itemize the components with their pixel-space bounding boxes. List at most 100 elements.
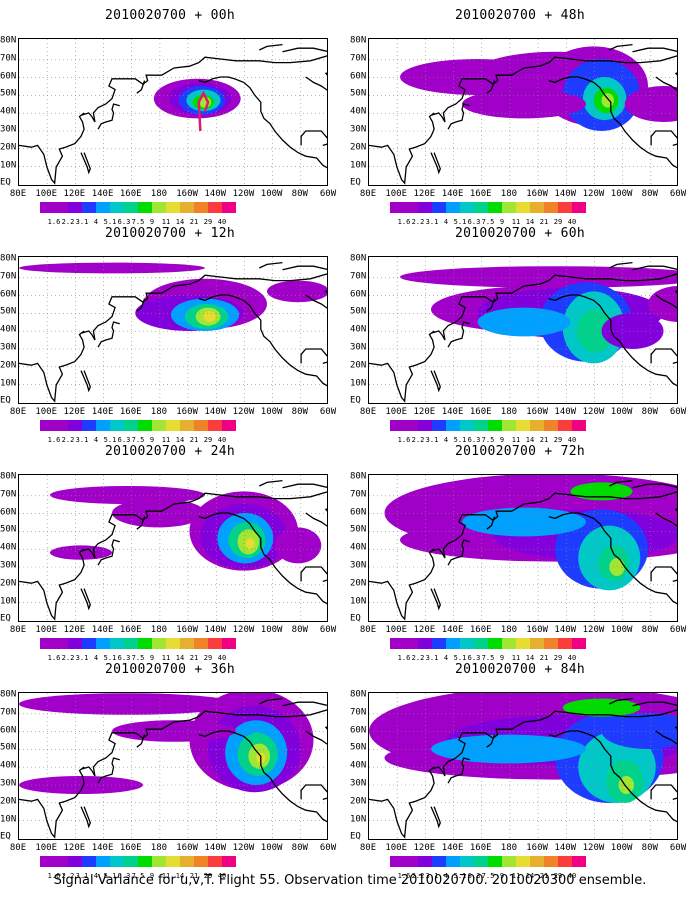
- colorbar-swatch: [68, 856, 82, 867]
- colorbar-swatch: [516, 638, 530, 649]
- coastline: [608, 43, 633, 51]
- colorbar-swatch: [390, 420, 404, 431]
- colorbar-swatch: [110, 856, 124, 867]
- coastline: [198, 491, 327, 500]
- colorbar-label: 6.3: [467, 872, 481, 880]
- colorbar-label: 40: [217, 436, 227, 444]
- lon-tick-label: 100W: [260, 625, 283, 635]
- variance-contour: [274, 527, 322, 564]
- colorbar-label: 1.6: [397, 436, 411, 444]
- colorbar-swatch: [208, 202, 222, 213]
- colorbar-swatch: [390, 638, 404, 649]
- colorbar-swatch: [194, 856, 208, 867]
- lat-tick-label: 70N: [350, 489, 367, 500]
- colorbar-swatch: [166, 420, 180, 431]
- colorbar-swatch: [488, 638, 502, 649]
- lat-tick-label: 40N: [0, 542, 17, 553]
- colorbar-label: 5.1: [453, 436, 467, 444]
- lat-tick-label: EQ: [0, 831, 11, 842]
- lat-tick-label: 30N: [0, 778, 17, 789]
- colorbar-label: 21: [539, 872, 549, 880]
- coastline: [282, 483, 327, 489]
- colorbar-swatch: [460, 856, 474, 867]
- colorbar-label: 1.6: [47, 654, 61, 662]
- panel-title: 2010020700 + 60h: [454, 226, 586, 241]
- colorbar: [390, 638, 586, 650]
- lon-tick-label: 60W: [669, 189, 687, 199]
- lon-tick-label: 60W: [319, 407, 337, 417]
- colorbar-swatch: [474, 638, 488, 649]
- map-frame: [368, 38, 678, 186]
- lat-tick-label: 20N: [350, 360, 367, 371]
- lat-tick-label: 50N: [350, 306, 367, 317]
- lon-tick-label: 120W: [582, 843, 605, 853]
- colorbar-swatch: [460, 420, 474, 431]
- colorbar-label: 14: [525, 872, 535, 880]
- lat-tick-label: 40N: [350, 106, 367, 117]
- colorbar-label: 21: [539, 218, 549, 226]
- lat-tick-label: 30N: [350, 124, 367, 135]
- lon-tick-label: 180: [150, 407, 168, 417]
- colorbar-label: 6.3: [467, 218, 481, 226]
- coastline: [97, 321, 120, 348]
- lat-tick-label: 30N: [350, 560, 367, 571]
- lon-tick-label: 140W: [554, 407, 577, 417]
- lon-tick-label: 120E: [63, 407, 86, 417]
- coastline: [258, 697, 283, 705]
- coastline: [282, 701, 327, 707]
- panel-title: 2010020700 + 12h: [104, 226, 236, 241]
- lon-tick-label: 140E: [91, 407, 114, 417]
- lat-tick-label: 60N: [0, 507, 17, 518]
- colorbar-swatch: [138, 420, 152, 431]
- colorbar-label: 4: [93, 436, 99, 444]
- lon-tick-label: 120W: [582, 407, 605, 417]
- colorbar-label: 1.6: [397, 872, 411, 880]
- lat-tick-label: 10N: [350, 596, 367, 607]
- colorbar-swatch: [390, 202, 404, 213]
- lon-tick-label: 100E: [385, 625, 408, 635]
- colorbar-swatch: [432, 638, 446, 649]
- coastline: [430, 152, 442, 175]
- colorbar-swatch: [432, 202, 446, 213]
- lat-tick-label: 50N: [350, 742, 367, 753]
- lat-tick-label: 20N: [0, 796, 17, 807]
- colorbar-swatch: [530, 202, 544, 213]
- colorbar-swatch: [446, 638, 460, 649]
- coastline: [19, 61, 200, 185]
- lon-tick-label: 100E: [35, 625, 58, 635]
- lat-tick-label: 20N: [350, 142, 367, 153]
- lon-tick-label: 80W: [291, 189, 308, 199]
- colorbar-label: 40: [567, 872, 577, 880]
- colorbar-swatch: [180, 856, 194, 867]
- colorbar-swatch: [418, 856, 432, 867]
- lat-tick-label: 40N: [0, 106, 17, 117]
- colorbar-swatch: [516, 202, 530, 213]
- lon-tick-label: 60W: [319, 843, 337, 853]
- lat-tick-label: 20N: [350, 578, 367, 589]
- colorbar-label: 9: [149, 436, 155, 444]
- coastline: [305, 726, 327, 745]
- lon-tick-label: 60W: [669, 407, 687, 417]
- colorbar-swatch: [124, 420, 138, 431]
- map-frame: [18, 692, 328, 840]
- lat-tick-label: 60N: [0, 289, 17, 300]
- lon-tick-label: 160E: [469, 189, 492, 199]
- lon-tick-label: 120W: [582, 625, 605, 635]
- lat-tick-label: 50N: [0, 742, 17, 753]
- lon-tick-label: 80W: [291, 407, 308, 417]
- lon-tick-label: 180: [150, 189, 168, 199]
- lon-tick-label: 140W: [554, 625, 577, 635]
- colorbar-swatch: [222, 638, 236, 649]
- colorbar: [40, 420, 236, 432]
- lon-tick-label: 140E: [441, 189, 464, 199]
- coastline: [322, 579, 327, 583]
- lon-tick-label: 160W: [526, 407, 548, 417]
- variance-contour: [576, 309, 614, 353]
- colorbar-swatch: [404, 420, 418, 431]
- coastline: [650, 130, 677, 146]
- colorbar-label: 9: [149, 872, 155, 880]
- colorbar-swatch: [516, 856, 530, 867]
- lon-tick-label: 80E: [9, 625, 27, 635]
- colorbar-label: 2.2: [411, 872, 425, 880]
- lon-tick-label: 140W: [554, 189, 577, 199]
